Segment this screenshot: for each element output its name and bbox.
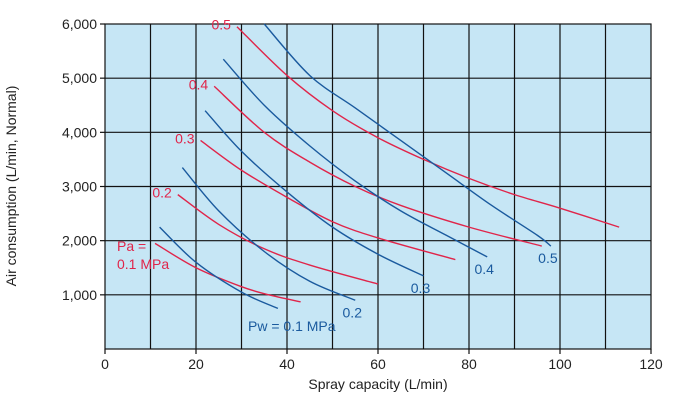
pa-curve <box>236 26 620 228</box>
pw-curve-label: Pw = 0.1 MPa <box>248 318 336 334</box>
pa-curve <box>213 85 542 247</box>
y-tick-label: 4,000 <box>62 124 97 140</box>
x-tick-label: 80 <box>461 356 477 372</box>
pa-curve <box>154 242 301 303</box>
pw-curve <box>222 58 488 258</box>
pa-curve-label: 0.2 <box>152 185 172 201</box>
x-tick-label: 0 <box>101 356 109 372</box>
pw-curve-label: 0.5 <box>538 250 558 266</box>
x-tick-label: 60 <box>370 356 386 372</box>
y-axis-title: Air consumption (L/min, Normal) <box>3 86 19 287</box>
axis-ticks: 1,000 2,000 3,000 4,000 5,000 6,000 0 20 40 60 80 1… <box>62 16 663 372</box>
pw-curve <box>263 23 552 247</box>
pw-curve <box>181 167 356 301</box>
curve-labels: Pa = 0.1 MPa 0.2 0.3 0.4 0.5 Pw = 0.1 MPa 0.2 0.… <box>117 17 558 334</box>
y-tick-label: 5,000 <box>62 70 97 86</box>
x-axis-title: Spray capacity (L/min) <box>308 376 447 392</box>
pa-curve-label: 0.4 <box>189 76 209 92</box>
pw-curve-label: 0.2 <box>343 304 363 320</box>
pw-curve-label: 0.3 <box>411 280 431 296</box>
y-tick-label: 2,000 <box>62 233 97 249</box>
pa-curve <box>177 194 379 285</box>
curves <box>154 23 620 310</box>
x-tick-label: 40 <box>279 356 295 372</box>
x-tick-label: 20 <box>188 356 204 372</box>
x-tick-label: 120 <box>639 356 663 372</box>
y-tick-label: 3,000 <box>62 179 97 195</box>
y-tick-label: 6,000 <box>62 16 97 32</box>
pa-curve-label: 0.1 MPa <box>117 256 169 272</box>
pw-curve <box>159 226 279 310</box>
pa-curve-label: 0.3 <box>175 130 195 146</box>
grid <box>105 24 651 349</box>
pa-label-prefix: Pa = <box>117 238 146 254</box>
pa-curve-label: 0.5 <box>211 17 231 33</box>
pw-curve-label: 0.4 <box>474 261 494 277</box>
y-tick-label: 1,000 <box>62 287 97 303</box>
pw-curve <box>204 110 424 277</box>
x-tick-label: 100 <box>548 356 572 372</box>
